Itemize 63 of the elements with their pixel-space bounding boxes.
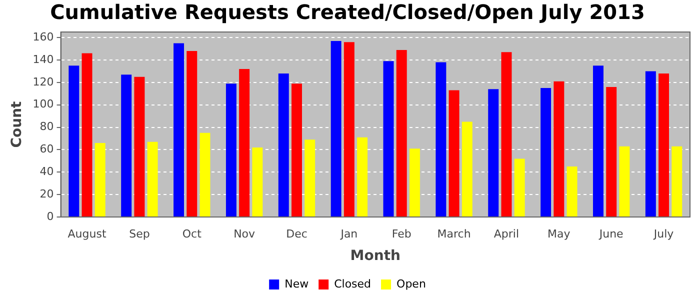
legend-label: New <box>284 277 309 290</box>
bar <box>501 52 512 216</box>
bar <box>147 142 158 216</box>
bar <box>94 143 106 216</box>
x-axis-title: Month <box>350 248 400 264</box>
y-axis-title: Count <box>9 100 26 148</box>
chart-title: Cumulative Requests Created/Closed/Open July 2013 <box>50 0 645 24</box>
bar <box>200 132 210 216</box>
bar <box>82 53 92 216</box>
x-tick-label: Oct <box>182 227 202 240</box>
y-tick-label: 120 <box>32 75 54 88</box>
x-tick-label: July <box>652 227 674 240</box>
x-tick-label: March <box>437 227 471 240</box>
y-tick-label: 20 <box>40 187 54 200</box>
bar <box>239 69 250 216</box>
bar <box>672 146 682 216</box>
bar <box>566 166 578 216</box>
bar <box>330 40 342 216</box>
bar <box>344 42 354 216</box>
bar <box>436 62 446 216</box>
x-tick-label: Jan <box>340 227 358 240</box>
y-tick-label: 160 <box>32 30 54 44</box>
y-tick-label: 60 <box>40 142 54 156</box>
bar <box>68 66 80 216</box>
x-tick-label: Nov <box>234 227 256 240</box>
bar <box>121 74 132 216</box>
x-tick-label: May <box>548 227 571 240</box>
y-tick-label: 140 <box>32 52 54 66</box>
bar <box>645 71 656 216</box>
bar <box>448 90 460 216</box>
bar <box>396 50 407 216</box>
bar <box>174 43 184 216</box>
bar <box>252 147 263 216</box>
bar <box>592 66 604 216</box>
bar <box>554 81 564 216</box>
bar <box>357 137 368 216</box>
bar <box>226 84 236 216</box>
bar <box>409 148 420 216</box>
legend-label: Open <box>396 277 426 290</box>
bar <box>606 86 617 216</box>
x-tick-label: Sep <box>129 227 150 240</box>
bar <box>278 73 289 216</box>
bar <box>514 158 525 216</box>
y-tick-label: 100 <box>32 98 54 111</box>
bar <box>658 73 670 216</box>
bar <box>540 88 552 216</box>
bar <box>304 140 316 216</box>
x-tick-label: April <box>494 227 520 240</box>
x-tick-label: Feb <box>392 227 412 240</box>
bar <box>383 61 394 216</box>
bar <box>488 89 499 216</box>
x-tick-label: June <box>598 227 624 240</box>
bar <box>462 122 472 216</box>
x-tick-label: Dec <box>286 227 308 240</box>
x-tick-label: August <box>68 227 107 240</box>
legend-label: Closed <box>334 277 372 290</box>
y-tick-label: 80 <box>40 120 54 134</box>
bar <box>134 76 145 216</box>
bar <box>292 84 302 216</box>
y-tick-label: 0 <box>46 210 54 223</box>
bar <box>619 146 630 216</box>
bar <box>186 51 198 216</box>
y-tick-label: 40 <box>40 165 54 178</box>
